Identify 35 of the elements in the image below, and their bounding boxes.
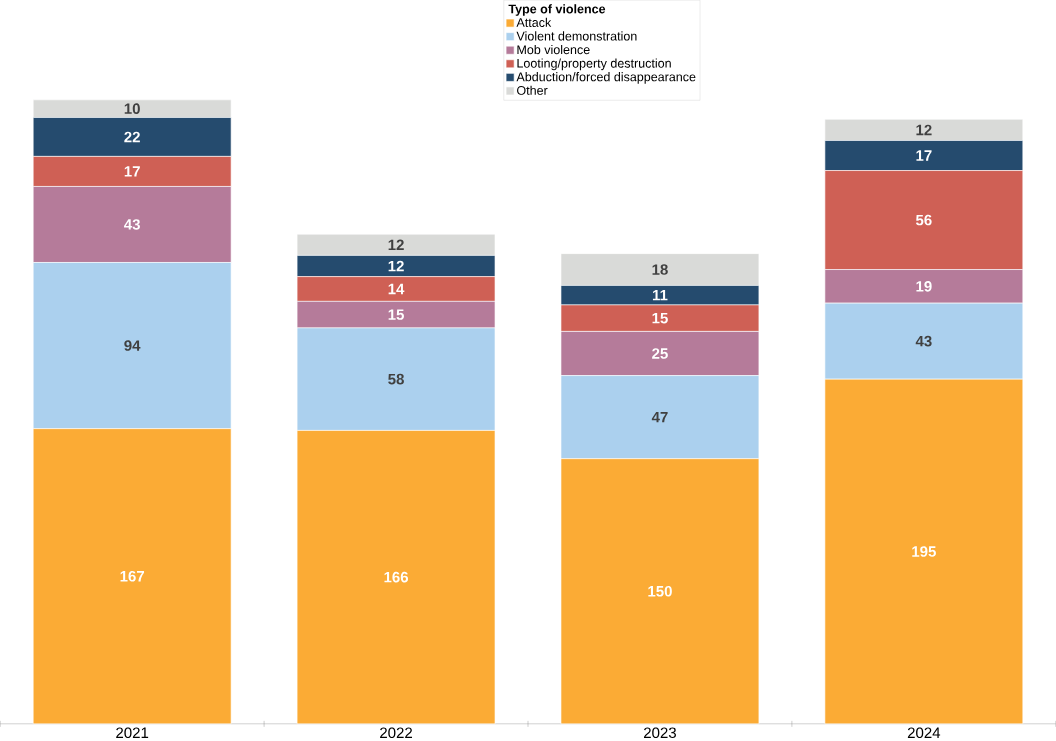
data-label: 12 xyxy=(916,124,932,135)
data-label: 166 xyxy=(384,571,409,583)
data-label: 18 xyxy=(652,264,668,275)
legend-label: Abduction/forced disappearance xyxy=(516,71,696,84)
legend-label: Mob violence xyxy=(517,44,590,54)
data-label: 94 xyxy=(124,340,141,351)
x-tick-label: 2022 xyxy=(380,727,413,738)
data-label: 12 xyxy=(388,239,404,250)
data-label: 10 xyxy=(124,103,140,114)
data-label: 17 xyxy=(916,150,932,161)
data-label: 43 xyxy=(915,335,932,347)
data-label: 150 xyxy=(648,585,672,597)
data-label: 15 xyxy=(388,309,404,320)
x-tick-label: 2023 xyxy=(644,727,676,738)
data-label: 47 xyxy=(651,411,668,423)
legend-label: Looting/property destruction xyxy=(517,58,671,70)
x-tick-label: 2024 xyxy=(907,727,941,738)
data-label: 14 xyxy=(388,283,405,294)
legend-label: Other xyxy=(517,85,548,95)
x-tick-label: 2021 xyxy=(116,727,149,738)
legend-label: Violent demonstration xyxy=(516,31,637,41)
data-label: 58 xyxy=(388,373,404,385)
data-label: 22 xyxy=(124,131,140,143)
data-label: 11 xyxy=(652,289,668,301)
data-label: 25 xyxy=(652,348,668,359)
data-label: 12 xyxy=(388,260,404,272)
data-label: 43 xyxy=(124,218,140,230)
data-label: 167 xyxy=(120,570,145,582)
data-label: 15 xyxy=(652,312,668,324)
data-label: 19 xyxy=(916,280,932,292)
data-label: 195 xyxy=(912,545,936,557)
legend-label: Attack xyxy=(516,17,552,27)
data-label: 56 xyxy=(915,214,932,226)
data-label: 17 xyxy=(124,166,140,177)
legend-title: Type of violence xyxy=(508,4,606,16)
